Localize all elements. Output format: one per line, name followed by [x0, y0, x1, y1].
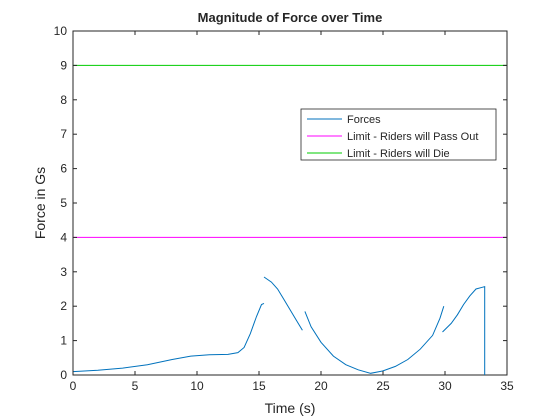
legend-box — [300, 108, 497, 161]
y-tick-label: 3 — [60, 265, 67, 279]
y-tick-label: 5 — [60, 196, 67, 210]
x-tick-label: 30 — [438, 379, 452, 393]
chart-title: Magnitude of Force over Time — [198, 10, 383, 25]
series-line-0-segment-1 — [263, 276, 303, 331]
series-line-0-segment-3 — [442, 285, 486, 375]
y-tick-label: 10 — [54, 24, 68, 38]
y-axis-label: Force in Gs — [32, 167, 48, 239]
x-tick-label: 15 — [252, 379, 266, 393]
x-tick-label: 0 — [70, 379, 77, 393]
legend: Forces Limit - Riders will Pass Out Limit … — [300, 108, 497, 161]
y-tick-label: 9 — [60, 58, 67, 72]
x-tick-label: 25 — [376, 379, 390, 393]
plot-frame — [72, 30, 508, 376]
x-axis-ticks: 0 5 10 15 20 25 30 35 — [70, 31, 514, 393]
y-tick-label: 8 — [60, 93, 67, 107]
plot-area — [72, 30, 508, 376]
legend-label-1: Limit - Riders will Pass Out — [347, 131, 478, 143]
y-tick-label: 4 — [60, 230, 67, 244]
y-tick-label: 0 — [60, 368, 67, 382]
x-tick-label: 35 — [500, 379, 514, 393]
x-tick-label: 5 — [132, 379, 139, 393]
y-tick-label: 1 — [60, 334, 67, 348]
x-axis-label: Time (s) — [265, 400, 316, 416]
legend-label-2: Limit - Riders will Die — [347, 148, 450, 160]
x-tick-label: 10 — [190, 379, 204, 393]
y-tick-label: 2 — [60, 299, 67, 313]
series-line-0-segment-2 — [304, 306, 445, 374]
x-tick-label: 20 — [314, 379, 328, 393]
y-tick-label: 7 — [60, 127, 67, 141]
series-line-0-segment-0 — [72, 302, 265, 373]
y-axis-ticks: 0 1 2 3 4 5 6 7 8 9 10 — [54, 24, 507, 382]
legend-label-0: Forces — [347, 114, 381, 126]
y-tick-label: 6 — [60, 162, 67, 176]
series-layer — [72, 64, 507, 375]
